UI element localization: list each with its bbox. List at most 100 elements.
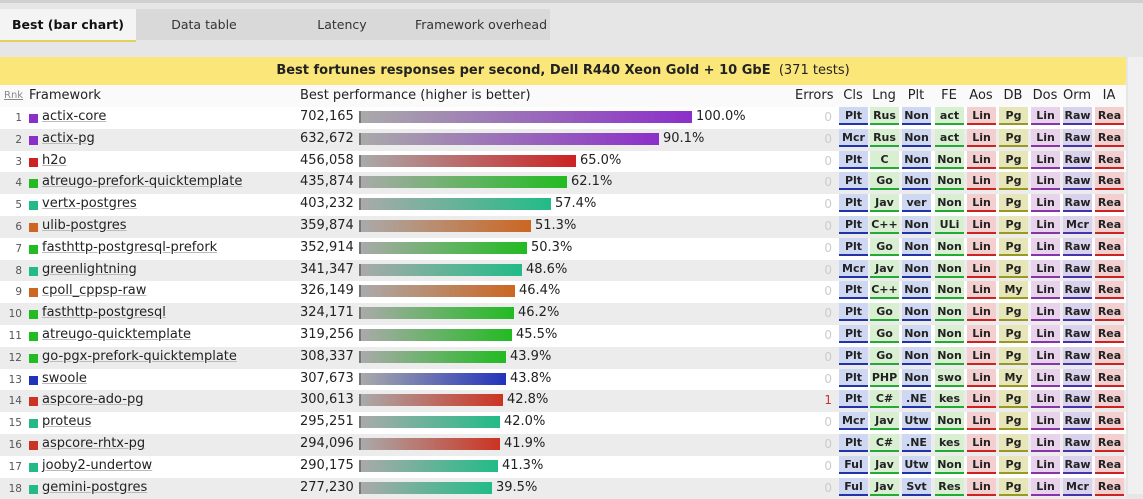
code-fe: Non [935,455,964,474]
rank-number: 3 [15,155,22,168]
error-count: 0 [824,415,832,430]
performance-value: 308,337 [300,348,354,364]
framework-link[interactable]: jooby2-undertow [42,457,153,473]
framework-link[interactable]: vertx-postgres [42,196,137,212]
framework-color-swatch [29,375,38,385]
code-cls: Plt [839,325,868,343]
table-row: 9 cpoll_cppsp-raw 326,149 46.4% 0 Plt C++ Non No… [0,281,1126,304]
code-plt: Non [902,346,931,365]
framework-link[interactable]: ulib-postgres [42,218,127,233]
tab-latency[interactable]: Latency [272,9,412,40]
error-count: 0 [824,349,832,364]
framework-link[interactable]: cpoll_cppsp-raw [42,283,147,299]
framework-link[interactable]: go-pgx-prefork-quicktemplate [42,348,237,364]
code-lng: Jav [870,412,899,431]
tab-data-table[interactable]: Data table [136,9,272,40]
table-row: 13 swoole 307,673 43.8% 0 Plt PHP Non swo Lin My Li… [0,368,1126,391]
framework-link[interactable]: aspcore-rhtx-pg [42,436,146,451]
framework-link[interactable]: greenlightning [42,261,137,277]
performance-bar [359,198,551,211]
header-db: DB [1003,88,1023,103]
code-plt: Non [902,303,931,322]
framework-link[interactable]: atreugo-prefork-quicktemplate [42,174,243,190]
code-plt: ver [902,194,931,213]
code-orm: Raw [1063,259,1092,278]
rank-number: 11 [8,330,22,342]
code-lng: C++ [870,281,899,300]
code-cls: Plt [839,368,868,387]
code-cls: Ful [839,477,868,496]
code-fe: Non [935,237,964,256]
code-dos: Lin [1031,477,1060,496]
performance-value: 294,096 [300,436,354,451]
code-plt: .NE [902,390,931,409]
performance-percent: 50.3% [531,239,573,255]
framework-color-swatch [29,266,38,276]
performance-value: 435,874 [300,174,354,190]
framework-link[interactable]: aspcore-ado-pg [42,392,144,408]
table-row: 1 actix-core 702,165 100.0% 0 Plt Rus Non act Lin… [0,107,1126,129]
code-orm: Raw [1063,107,1092,125]
code-orm: Raw [1063,128,1092,147]
rank-number: 12 [8,351,22,364]
code-orm: Raw [1063,325,1092,343]
code-fe: Non [935,172,964,191]
table-row: 4 atreugo-prefork-quicktemplate 435,874 62.… [0,172,1126,195]
performance-value: 359,874 [300,218,354,233]
performance-value: 300,613 [300,392,354,408]
code-orm: Raw [1063,390,1092,409]
code-fe: Non [935,194,964,213]
framework-link[interactable]: fasthttp-postgresql [42,305,166,321]
performance-value: 352,914 [300,239,354,255]
performance-value: 324,171 [300,305,354,321]
framework-link[interactable]: swoole [42,370,87,386]
framework-link[interactable]: fasthttp-postgresql-prefork [42,239,218,255]
code-db: Pg [999,455,1028,474]
rank-number: 17 [8,460,22,473]
code-dos: Lin [1031,346,1060,365]
rank-number: 4 [15,177,22,190]
performance-bar [359,438,500,450]
framework-link[interactable]: gemini-postgres [42,479,148,495]
rank-number: 9 [15,286,22,299]
code-fe: Non [935,150,964,169]
code-fe: Non [935,303,964,322]
code-db: Pg [999,303,1028,322]
code-orm: Raw [1063,368,1092,387]
framework-link[interactable]: h2o [42,152,67,168]
error-count: 0 [824,328,832,342]
code-dos: Lin [1031,128,1060,147]
code-plt: Non [902,150,931,169]
tab-framework-overhead[interactable]: Framework overhead [412,9,550,40]
framework-link[interactable]: proteus [42,414,92,430]
performance-percent: 45.5% [516,327,558,342]
error-count: 0 [824,219,832,233]
code-orm: Raw [1063,172,1092,191]
code-lng: Jav [870,259,899,278]
framework-link[interactable]: actix-core [42,109,107,124]
error-count: 0 [824,110,832,124]
framework-link[interactable]: atreugo-quicktemplate [42,327,191,342]
code-db: Pg [999,390,1028,409]
code-aos: Lin [967,412,996,431]
code-cls: Mcr [839,259,868,278]
code-dos: Lin [1031,303,1060,322]
code-db: Pg [999,412,1028,431]
code-lng: Go [870,172,899,191]
header-rank[interactable]: Rnk [4,90,24,101]
code-fe: Res [935,477,964,496]
performance-bar [359,350,506,363]
code-plt: Non [902,325,931,343]
table-row: 14 aspcore-ado-pg 300,613 42.8% 1 Plt C# .NE kes… [0,390,1126,413]
code-aos: Lin [967,346,996,365]
framework-link[interactable]: actix-pg [42,130,95,146]
scrollbar[interactable] [1128,57,1143,494]
performance-percent: 57.4% [555,196,597,212]
tab-best-bar-chart[interactable]: Best (bar chart) [0,9,136,42]
code-orm: Raw [1063,434,1092,452]
table-row: 5 vertx-postgres 403,232 57.4% 0 Plt Jav ver Non… [0,194,1126,216]
framework-color-swatch [29,310,38,320]
code-db: Pg [999,325,1028,343]
code-dos: Lin [1031,390,1060,409]
code-plt: Non [902,259,931,278]
